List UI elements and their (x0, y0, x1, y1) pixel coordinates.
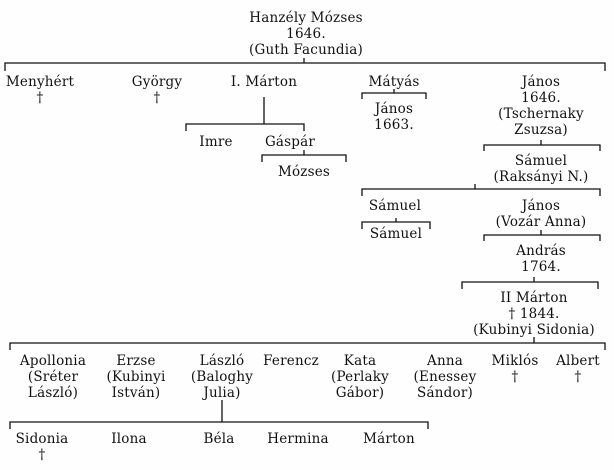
sidonia-name: Sidonia (15, 431, 69, 447)
samuel-samuel-brace (361, 218, 431, 229)
kata-spouse-line1: (Perlaky (331, 369, 389, 385)
gaspar-brace (261, 150, 347, 162)
anna-spouse-line1: (Enessey (413, 369, 477, 385)
anna-spouse-line2: Sándor) (417, 385, 473, 401)
root-spouse: (Guth Facundia) (249, 42, 363, 58)
marton2-children-brace (9, 337, 606, 350)
gyorgy-name: György (131, 74, 183, 90)
imre-name: Imre (199, 134, 233, 150)
laszlo-spouse-line1: (Baloghy (190, 369, 254, 385)
matyas-son-name: János (374, 101, 414, 117)
janos-year: 1646. (521, 90, 561, 106)
erzse-spouse-line1: (Kubinyi (106, 369, 166, 385)
ferencz-name: Ferencz (263, 353, 319, 369)
matyas-brace (361, 89, 427, 99)
erzse-spouse-line2: István) (111, 385, 161, 401)
matyas-son-year: 1663. (374, 117, 414, 133)
menyhert-name: Menyhért (5, 74, 75, 90)
apollonia-spouse-line1: (Sréter (27, 369, 79, 385)
matyas-name: Mátyás (368, 74, 420, 90)
miklos-mark: † (511, 369, 519, 385)
andras-brace (461, 277, 599, 289)
janos-spouse-line1: (Tschernaky (498, 106, 584, 122)
miklos-name: Miklós (491, 353, 539, 369)
janos2-spouse: (Vozár Anna) (495, 214, 587, 230)
apollonia-spouse-line2: László) (27, 385, 79, 401)
laszlo-spouse-line2: Julia) (203, 385, 241, 401)
janos-brace (483, 140, 601, 151)
marton2-name: II Márton (500, 290, 568, 306)
janos-spouse-line2: Zsuzsa) (514, 122, 568, 138)
marton2-death: † 1844. (508, 306, 560, 322)
root-brace (4, 58, 606, 71)
janos2-name: János (521, 198, 561, 214)
marton3-name: Márton (363, 431, 415, 447)
marton-children-brace (185, 120, 305, 131)
samuel2-name: Sámuel (369, 226, 423, 242)
kata-spouse-line2: Gábor) (335, 385, 385, 401)
anna-name: Anna (427, 353, 463, 369)
samuel1-name: Sámuel (368, 198, 422, 214)
mozses-name: Mózses (277, 164, 331, 180)
albert-name: Albert (556, 353, 600, 369)
root-year: 1646. (286, 26, 326, 42)
gyorgy-mark: † (153, 90, 161, 106)
bela-name: Béla (203, 431, 235, 447)
sidonia-mark: † (38, 447, 46, 463)
gaspar-name: Gáspár (264, 134, 316, 150)
root-name: Hanzély Mózses (249, 10, 363, 26)
kata-name: Kata (343, 353, 377, 369)
janos-name: János (521, 74, 561, 90)
samuel-spouse: (Raksányi N.) (493, 169, 589, 185)
erzse-name: Erzse (116, 353, 156, 369)
laszlo-children-brace (9, 418, 429, 429)
andras-year: 1764. (521, 259, 561, 275)
laszlo-name: László (199, 353, 245, 369)
marton-name: I. Márton (230, 74, 298, 90)
marton2-spouse: (Kubinyi Sidonia) (473, 322, 595, 338)
samuel-name: Sámuel (514, 153, 568, 169)
ilona-name: Ilona (111, 431, 147, 447)
andras-name: András (516, 243, 566, 259)
janos-andras-brace (483, 230, 601, 241)
samuel-brace (361, 184, 601, 196)
apollonia-name: Apollonia (19, 353, 87, 369)
hermina-name: Hermina (267, 431, 329, 447)
albert-mark: † (574, 369, 582, 385)
menyhert-mark: † (36, 90, 44, 106)
